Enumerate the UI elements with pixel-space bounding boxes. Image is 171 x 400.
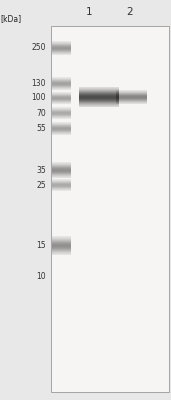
Bar (51, 26, 169, 392)
Text: 1: 1 (86, 7, 92, 17)
Text: 15: 15 (37, 242, 46, 250)
Text: 130: 130 (32, 80, 46, 88)
Text: 35: 35 (36, 166, 46, 175)
Text: 55: 55 (36, 124, 46, 133)
Text: 250: 250 (32, 44, 46, 52)
Text: 25: 25 (37, 181, 46, 190)
Text: 100: 100 (32, 94, 46, 102)
Text: 70: 70 (36, 109, 46, 118)
Text: 2: 2 (127, 7, 133, 17)
Text: 10: 10 (37, 272, 46, 281)
Text: [kDa]: [kDa] (1, 14, 22, 23)
